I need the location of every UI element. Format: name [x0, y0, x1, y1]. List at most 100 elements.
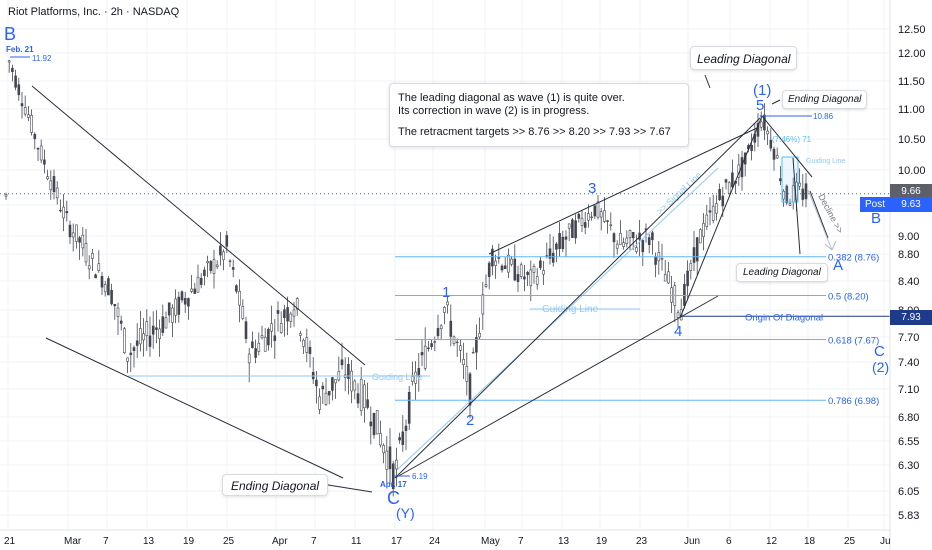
wave-label-4: 4 — [674, 323, 682, 340]
y-tick-label: 8.80 — [898, 249, 919, 261]
candle-body — [68, 224, 72, 238]
candle-body — [411, 376, 414, 382]
candle-body — [516, 274, 520, 282]
candle-body — [436, 328, 440, 337]
candle-body — [596, 201, 600, 218]
x-tick-label: Mar — [64, 536, 82, 547]
candle-body — [724, 179, 728, 183]
candle-body — [593, 205, 597, 217]
candle-body — [283, 309, 286, 319]
candle-body — [699, 229, 702, 244]
y-tick-label: 10.00 — [898, 165, 926, 177]
candle-body — [667, 271, 670, 284]
candle-body — [305, 337, 309, 353]
candle-body — [615, 243, 619, 249]
diagonal-line — [679, 115, 763, 319]
candle-body — [75, 224, 78, 242]
candle-body — [164, 317, 168, 329]
candle-body — [267, 328, 270, 346]
y-tick-label: 10.50 — [898, 134, 926, 146]
high-value-label: 10.86 — [813, 112, 834, 121]
candle-body — [273, 335, 277, 341]
y-tick-label: 11.50 — [898, 76, 925, 88]
candle-body — [769, 139, 773, 149]
candle-body — [151, 325, 155, 335]
candle-body — [158, 328, 161, 340]
candle-body — [135, 340, 139, 346]
x-tick-label: May — [481, 536, 500, 547]
candle-body — [487, 262, 491, 277]
diagonal-origin-badge: 7.93 — [890, 310, 932, 325]
decline-arrow — [807, 189, 837, 251]
retracement-level-label: 0.5 (8.20) — [828, 292, 869, 303]
candle-body — [603, 210, 606, 222]
candle-body — [113, 303, 117, 307]
candle-body — [395, 459, 398, 470]
signal-line — [396, 167, 719, 471]
retracement-level-label: 0.786 (6.98) — [828, 396, 879, 407]
candle-body — [295, 298, 299, 310]
candle-body — [148, 335, 152, 347]
candle-body — [91, 253, 94, 259]
candle-body — [49, 180, 53, 191]
candle-body — [500, 265, 504, 271]
candle-body — [65, 211, 69, 214]
candle-body — [366, 399, 369, 408]
candle-body — [222, 251, 225, 260]
candle-body — [609, 224, 613, 227]
candle-body — [292, 309, 296, 317]
candle-body — [574, 220, 577, 239]
candle-body — [766, 130, 769, 135]
x-tick-label: 25 — [223, 536, 235, 547]
candle-body — [526, 272, 529, 276]
y-tick-label: 6.05 — [898, 486, 919, 498]
candle-body — [654, 256, 657, 265]
callout-leading-diagonal-mid: Leading Diagonal — [736, 263, 828, 282]
candle-body — [647, 237, 651, 246]
candle-body — [27, 114, 30, 118]
candle-body — [503, 265, 507, 270]
candle-body — [180, 291, 184, 301]
candle-body — [555, 243, 558, 250]
candle-body — [119, 320, 123, 324]
candle-body — [564, 236, 568, 240]
wave-label-y: (Y) — [396, 505, 415, 521]
candle-body — [577, 213, 581, 219]
percent-label: (7.46%) 71 — [772, 135, 812, 144]
wave-labels: B C (Y) 1 2 3 4 5 (1) A B C (2) — [4, 24, 889, 521]
feb-date-label: Feb. 21 — [6, 45, 34, 54]
candle-body — [235, 285, 238, 292]
candle-body — [145, 321, 149, 336]
candle-body — [353, 380, 357, 391]
candle-body — [715, 203, 718, 214]
price-axis[interactable]: 12.5012.0011.5011.0010.5010.009.509.008.… — [889, 0, 926, 550]
candle-body — [625, 237, 629, 244]
decline-label: Decline >> — [816, 192, 845, 235]
candle-body — [206, 261, 209, 264]
pointer-line — [704, 74, 711, 89]
candle-body — [59, 209, 62, 212]
candle-body — [459, 345, 462, 351]
candle-body — [43, 159, 46, 165]
candle-body — [55, 187, 59, 199]
y-tick-label: 6.55 — [898, 436, 919, 448]
candle-body — [155, 327, 158, 330]
retracement-levels: 0.382 (8.76) 0.5 (8.20) Origin Of Diagonal… — [395, 253, 890, 407]
candle-body — [270, 323, 273, 332]
candle-body — [94, 274, 97, 279]
candle-body — [33, 133, 37, 140]
candle-body — [510, 258, 513, 265]
candle-body — [231, 267, 235, 270]
pointer-line — [809, 190, 829, 239]
candle-body — [423, 345, 427, 369]
callout-ending-diagonal-top: Ending Diagonal — [782, 90, 868, 109]
candle-body — [468, 373, 472, 406]
candle-body — [430, 343, 433, 348]
candle-body — [279, 323, 283, 334]
candle-body — [542, 270, 545, 275]
candle-body — [475, 337, 478, 353]
y-tick-label: 7.70 — [898, 332, 919, 344]
note-line-2: Its correction in wave (2) is in progres… — [398, 105, 590, 117]
time-axis[interactable]: 21 Mar 7 13 19 25 Apr 7 11 17 24 May 7 13 19 23 Jun 6 12 18… — [0, 529, 891, 547]
